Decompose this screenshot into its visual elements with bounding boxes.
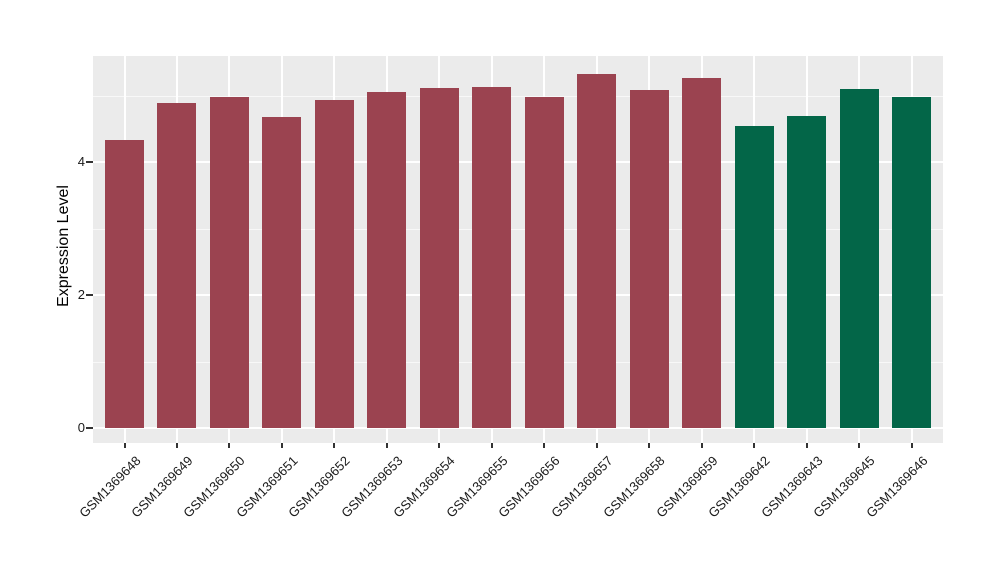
bar-GSM1369656: [525, 97, 564, 428]
x-tick-mark-GSM1369642: [753, 443, 756, 448]
x-tick-mark-GSM1369654: [438, 443, 441, 448]
bar-GSM1369652: [315, 100, 354, 428]
bar-GSM1369659: [682, 78, 721, 428]
gridline-major-y0: [93, 427, 943, 429]
x-tick-mark-GSM1369651: [280, 443, 283, 448]
x-tick-mark-GSM1369648: [123, 443, 126, 448]
y-tick-label-4: 4: [77, 154, 85, 169]
gridline-major-y4: [93, 161, 943, 163]
bar-GSM1369648: [105, 140, 144, 428]
x-tick-mark-GSM1369650: [228, 443, 231, 448]
gridline-major-y2: [93, 294, 943, 296]
gridline-minor-y1: [93, 361, 943, 363]
gridline-minor-y5: [93, 95, 943, 97]
x-tick-mark-GSM1369659: [700, 443, 703, 448]
x-tick-mark-GSM1369657: [595, 443, 598, 448]
bar-GSM1369646: [892, 97, 931, 428]
x-tick-mark-GSM1369645: [858, 443, 861, 448]
bar-GSM1369653: [367, 92, 406, 428]
bar-GSM1369655: [472, 87, 511, 428]
y-tick-mark-4: [86, 161, 93, 163]
plot-panel: [93, 56, 943, 443]
x-tick-mark-GSM1369652: [333, 443, 336, 448]
x-tick-mark-GSM1369646: [910, 443, 913, 448]
y-tick-mark-0: [86, 427, 93, 429]
x-tick-mark-GSM1369658: [648, 443, 651, 448]
x-tick-mark-GSM1369653: [385, 443, 388, 448]
bar-GSM1369658: [630, 90, 669, 428]
bar-GSM1369650: [210, 97, 249, 428]
x-tick-mark-GSM1369656: [543, 443, 546, 448]
x-tick-mark-GSM1369643: [805, 443, 808, 448]
bar-GSM1369654: [420, 88, 459, 428]
x-tick-mark-GSM1369649: [175, 443, 178, 448]
bar-GSM1369645: [840, 89, 879, 428]
gridline-minor-y3: [93, 228, 943, 230]
bar-GSM1369642: [735, 126, 774, 428]
y-tick-label-2: 2: [77, 287, 85, 302]
bar-GSM1369651: [262, 117, 301, 428]
y-tick-mark-2: [86, 294, 93, 296]
bar-GSM1369649: [157, 103, 196, 428]
bar-GSM1369643: [787, 116, 826, 428]
y-tick-label-0: 0: [77, 420, 85, 435]
bar-GSM1369657: [577, 74, 616, 428]
x-tick-mark-GSM1369655: [490, 443, 493, 448]
